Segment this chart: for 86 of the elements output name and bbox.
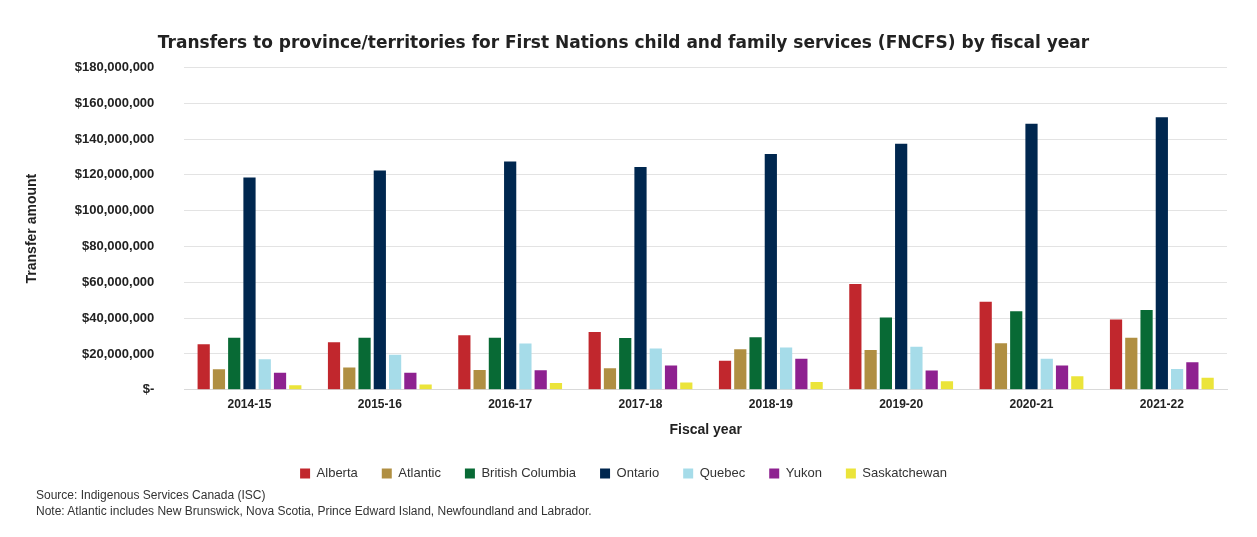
bar (1055, 365, 1069, 390)
bar (258, 359, 271, 390)
y-axis-title: Transfer amount (23, 173, 40, 284)
bar (197, 344, 210, 390)
bar (910, 346, 923, 390)
y-tick-label: $180,000,000 (74, 58, 155, 74)
bar (619, 338, 632, 390)
legend-label: Quebec (699, 465, 746, 481)
bar (243, 177, 256, 390)
bar (925, 370, 938, 390)
bar (1109, 319, 1123, 390)
source-note: Source: Indigenous Services Canada (ISC) (36, 487, 267, 503)
legend-label: Ontario (616, 465, 660, 481)
bar (864, 350, 877, 390)
bar (1071, 376, 1084, 390)
bar (212, 369, 226, 390)
x-axis-title: Fiscal year (669, 421, 743, 438)
bar (734, 349, 747, 390)
bar (388, 354, 402, 390)
bar (534, 370, 547, 390)
bar (879, 317, 892, 390)
bar (764, 154, 777, 390)
bar (358, 337, 371, 390)
y-tick-label: $20,000,000 (82, 345, 155, 361)
bar (273, 372, 287, 390)
legend-label: Atlantic (398, 465, 442, 481)
bar (940, 381, 954, 390)
y-tick-label: $160,000,000 (74, 94, 155, 110)
bar (228, 337, 241, 390)
legend-label: British Columbia (481, 465, 577, 481)
bar (603, 368, 617, 390)
y-tick-label: $- (142, 381, 155, 397)
x-tick-label: 2020-21 (1009, 397, 1054, 412)
bar (588, 331, 601, 390)
bar (994, 343, 1008, 390)
bar (458, 335, 471, 390)
bar (488, 337, 501, 390)
bar (1040, 358, 1053, 390)
x-tick-label: 2019-20 (879, 397, 924, 412)
bar (1155, 117, 1168, 390)
bar (1010, 311, 1023, 390)
y-tick-label: $120,000,000 (74, 166, 155, 182)
bar (649, 348, 662, 390)
legend-label: Alberta (316, 465, 359, 481)
x-tick-label: 2015-16 (357, 397, 403, 412)
bar (549, 382, 563, 390)
bar (895, 143, 908, 390)
bar (404, 372, 417, 390)
bar (419, 384, 432, 390)
bar (473, 369, 486, 390)
y-tick-label: $100,000,000 (74, 202, 155, 218)
bar (343, 367, 356, 390)
bar (1025, 123, 1038, 390)
bar (810, 381, 823, 390)
bar (718, 360, 732, 390)
legend-label: Yukon (785, 465, 822, 481)
bar (1140, 309, 1153, 390)
y-tick-label: $60,000,000 (82, 273, 155, 289)
bar (749, 337, 762, 390)
chart-title: Transfers to province/territories for First Nations child and family services (FNCFS) by fiscal year (157, 31, 1090, 52)
bar (1186, 362, 1199, 390)
bar (680, 382, 693, 390)
y-tick-label: $80,000,000 (82, 238, 155, 254)
bar (289, 385, 302, 390)
bar (519, 343, 532, 390)
bar (373, 170, 386, 390)
y-tick-label: $140,000,000 (74, 130, 155, 146)
text: Note: Atlantic includes New Brunswick, Nova Scotia, Prince Edward Island, Newfoundland and Labrador. (36, 503, 592, 519)
bar (1201, 377, 1214, 390)
bar (634, 166, 647, 390)
x-tick-label: 2014-15 (227, 397, 272, 412)
bar (779, 347, 793, 390)
bar (327, 342, 341, 390)
x-tick-label: 2018-19 (748, 397, 794, 412)
bar (504, 161, 517, 390)
bar (849, 284, 862, 390)
bar (795, 358, 808, 390)
bar (979, 301, 992, 390)
bar (1170, 369, 1184, 390)
legend-label: Saskatchewan (862, 465, 947, 481)
bar (664, 365, 678, 390)
bar (1125, 337, 1138, 390)
y-tick-label: $40,000,000 (82, 309, 155, 325)
x-tick-label: 2021-22 (1139, 397, 1185, 412)
x-tick-label: 2017-18 (618, 397, 663, 412)
x-tick-label: 2016-17 (488, 397, 533, 412)
